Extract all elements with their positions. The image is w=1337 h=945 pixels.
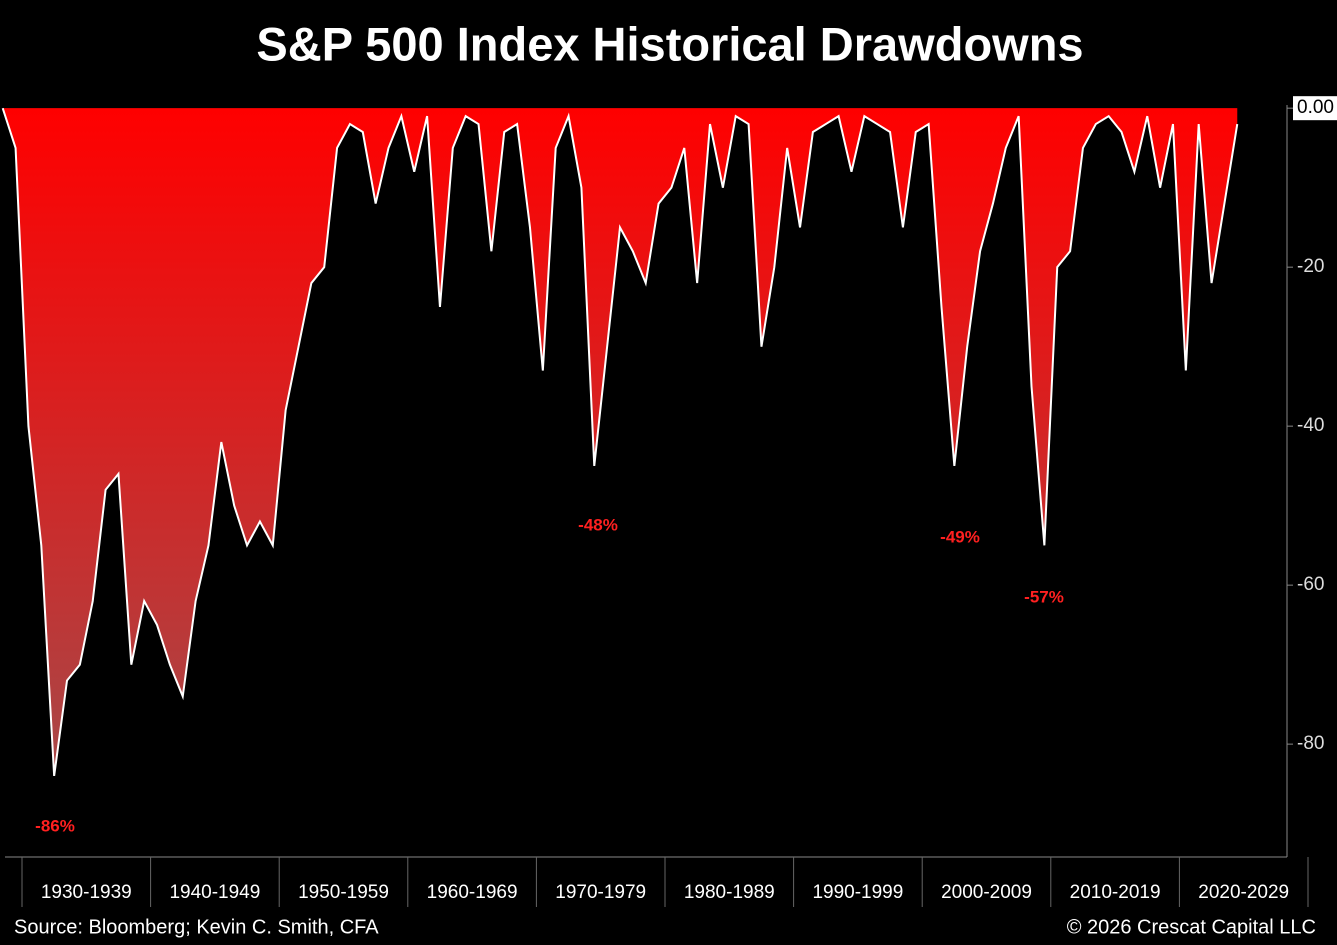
annotation: -48%	[578, 515, 618, 534]
x-tick-label: 1980-1989	[684, 882, 775, 903]
copyright: © 2026 Crescat Capital LLC	[1067, 916, 1316, 938]
y-tick-label: -20	[1297, 256, 1324, 277]
y-tick-label: -60	[1297, 574, 1324, 595]
x-tick-label: 1930-1939	[41, 882, 132, 903]
annotation: -86%	[35, 816, 75, 835]
annotation: -49%	[940, 527, 980, 546]
x-tick-label: 1940-1949	[169, 882, 260, 903]
y-tick-label: 0.00	[1297, 97, 1334, 118]
x-tick-label: 1990-1999	[812, 882, 903, 903]
y-label-box	[1293, 96, 1337, 121]
x-tick-label: 2010-2019	[1070, 882, 1161, 903]
chart-title: S&P 500 Index Historical Drawdowns	[256, 17, 1083, 70]
y-tick-label: -40	[1297, 415, 1324, 436]
source: Source: Bloomberg; Kevin C. Smith, CFA	[14, 916, 379, 938]
drawdown-area	[2, 108, 1238, 776]
x-tick-label: 1960-1969	[427, 882, 518, 903]
drawdown-line	[1, 107, 1239, 777]
x-tick-label: 2020-2029	[1198, 882, 1289, 903]
x-tick-label: 2000-2009	[941, 882, 1032, 903]
annotation: -57%	[1024, 587, 1064, 606]
x-tick-label: 1970-1979	[555, 882, 646, 903]
x-tick-label: 1950-1959	[298, 882, 389, 903]
y-tick-label: -80	[1297, 733, 1324, 754]
